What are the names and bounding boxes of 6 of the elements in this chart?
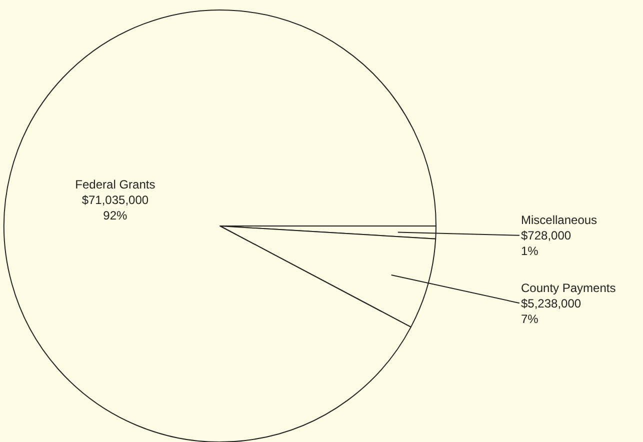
data-label: $71,035,000 92%: [82, 192, 149, 223]
slice-label: Miscellaneous: [521, 213, 598, 227]
slice-label: Federal Grants: [75, 177, 156, 192]
data-label: $728,000 1%: [521, 228, 572, 258]
slice-label: County Payments: [521, 281, 616, 295]
data-label: $5,238,000 7%: [521, 296, 582, 326]
